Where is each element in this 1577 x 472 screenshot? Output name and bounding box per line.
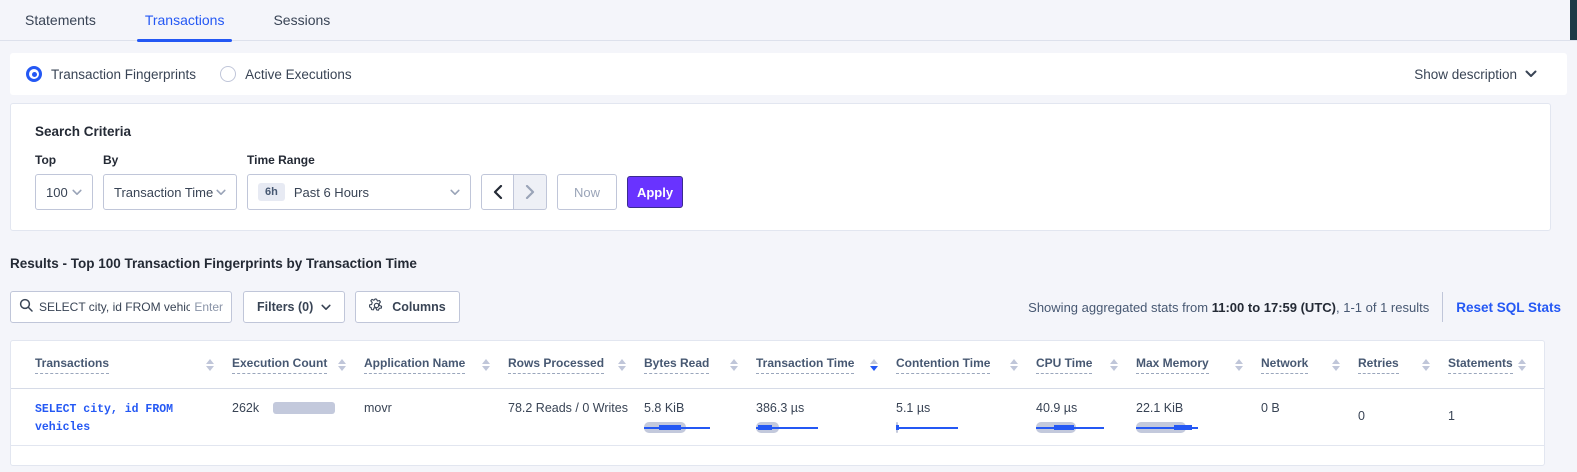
previous-time-window-button[interactable] — [481, 174, 514, 210]
top-label: Top — [35, 153, 57, 167]
view-toggle-band: Transaction Fingerprints Active Executio… — [10, 53, 1567, 95]
filters-button[interactable]: Filters (0) — [243, 291, 346, 323]
by-value: Transaction Time — [114, 184, 214, 200]
transaction-time-bar — [756, 422, 896, 434]
time-range-select[interactable]: 6h Past 6 Hours — [247, 174, 471, 210]
apply-button[interactable]: Apply — [627, 176, 683, 208]
search-input[interactable] — [39, 300, 191, 314]
divider — [1442, 292, 1444, 322]
table-header-row: Transactions Execution Count Application… — [11, 341, 1544, 389]
sort-icon[interactable] — [1422, 358, 1430, 371]
filters-label: Filters (0) — [257, 300, 314, 314]
aggregated-stats-text: Showing aggregated stats from 11:00 to 1… — [1028, 299, 1430, 315]
sort-icon[interactable] — [618, 358, 626, 371]
column-header-application-name[interactable]: Application Name — [364, 356, 508, 374]
execution-count-bar — [273, 402, 336, 414]
column-header-max-memory[interactable]: Max Memory — [1136, 356, 1261, 374]
column-header-retries[interactable]: Retries — [1358, 356, 1448, 374]
search-icon — [19, 298, 33, 317]
chevron-down-icon — [1525, 70, 1537, 78]
sort-icon[interactable] — [338, 358, 346, 371]
show-description-label: Show description — [1414, 66, 1517, 82]
tab-sessions[interactable]: Sessions — [273, 11, 331, 28]
sort-icon[interactable] — [1010, 358, 1018, 371]
show-description-toggle[interactable]: Show description — [1414, 67, 1537, 82]
column-header-rows-processed[interactable]: Rows Processed — [508, 356, 644, 374]
transaction-fingerprint-link[interactable]: SELECT city, id FROM vehicles — [35, 403, 174, 434]
network-value: 0 B — [1261, 401, 1280, 415]
column-header-bytes-read[interactable]: Bytes Read — [644, 356, 756, 374]
column-header-statements[interactable]: Statements — [1448, 356, 1544, 374]
time-range-label: Time Range — [247, 153, 315, 167]
search-criteria-title: Search Criteria — [35, 124, 132, 139]
max-memory-bar — [1136, 422, 1261, 434]
application-name-value: movr — [364, 401, 392, 415]
tab-transactions[interactable]: Transactions — [136, 0, 233, 42]
column-header-transaction-time[interactable]: Transaction Time — [756, 356, 896, 374]
tab-statements[interactable]: Statements — [25, 11, 96, 28]
execution-count-value: 262k — [232, 401, 260, 415]
radio-label: Transaction Fingerprints — [51, 66, 197, 82]
time-window-nav — [481, 174, 547, 210]
column-header-transactions[interactable]: Transactions — [35, 356, 232, 374]
radio-transaction-fingerprints[interactable]: Transaction Fingerprints — [26, 66, 196, 82]
top-select[interactable]: 100 — [35, 174, 93, 210]
column-header-contention-time[interactable]: Contention Time — [896, 356, 1036, 374]
top-field: Top 100 — [35, 153, 93, 210]
transactions-table-card: Transactions Execution Count Application… — [10, 340, 1545, 466]
radio-label: Active Executions — [245, 66, 352, 82]
retries-value: 0 — [1358, 409, 1365, 423]
results-toolbar: Enter Filters (0) Columns Showing aggreg… — [10, 291, 1567, 323]
column-header-network[interactable]: Network — [1261, 356, 1358, 374]
by-label: By — [103, 153, 119, 167]
radio-selected-icon[interactable] — [26, 66, 42, 82]
reset-sql-stats-link[interactable]: Reset SQL Stats — [1456, 299, 1561, 315]
enter-hint: Enter — [194, 300, 223, 314]
sort-icon[interactable] — [1235, 358, 1243, 371]
by-field: By Transaction Time — [103, 153, 237, 210]
time-range-value: Past 6 Hours — [293, 184, 369, 200]
radio-unselected-icon[interactable] — [220, 66, 237, 82]
cpu-time-bar — [1036, 422, 1136, 434]
gear-icon — [368, 298, 384, 316]
stats-range: 11:00 to 17:59 (UTC) — [1211, 299, 1336, 315]
top-value: 100 — [46, 184, 68, 200]
next-time-window-button[interactable] — [514, 174, 547, 210]
sort-icon[interactable] — [730, 358, 738, 371]
time-range-field: Time Range 6h Past 6 Hours — [247, 153, 471, 210]
chevron-down-icon — [450, 189, 460, 196]
search-box[interactable]: Enter — [10, 291, 232, 323]
now-button[interactable]: Now — [557, 174, 617, 210]
sort-icon[interactable] — [870, 358, 878, 371]
scrollbar-thumb[interactable] — [1570, 0, 1577, 40]
sort-icon[interactable] — [1332, 358, 1340, 371]
results-heading: Results - Top 100 Transaction Fingerprin… — [10, 256, 417, 271]
table-row[interactable]: SELECT city, id FROM vehicles 262k movr … — [11, 389, 1544, 446]
sort-icon[interactable] — [1518, 358, 1526, 371]
rows-processed-value: 78.2 Reads / 0 Writes — [508, 401, 628, 415]
by-select[interactable]: Transaction Time — [103, 174, 237, 210]
cpu-time-value: 40.9 µs — [1036, 401, 1078, 415]
radio-active-executions[interactable]: Active Executions — [220, 66, 352, 82]
chevron-down-icon — [321, 300, 331, 314]
columns-label: Columns — [392, 300, 446, 314]
chevron-down-icon — [216, 189, 226, 196]
bytes-read-bar — [644, 422, 756, 434]
time-range-badge: 6h — [258, 183, 285, 201]
statements-value: 1 — [1448, 409, 1455, 423]
page-tabs: Statements Transactions Sessions — [0, 0, 1577, 42]
sort-icon[interactable] — [1110, 358, 1118, 371]
max-memory-value: 22.1 KiB — [1136, 401, 1184, 415]
chevron-down-icon — [72, 189, 82, 196]
contention-time-bar — [896, 422, 1036, 434]
column-header-execution-count[interactable]: Execution Count — [232, 356, 364, 374]
bytes-read-value: 5.8 KiB — [644, 401, 685, 415]
transaction-time-value: 386.3 µs — [756, 401, 805, 415]
search-criteria-card: Search Criteria Top 100 By Transaction T… — [10, 103, 1551, 231]
contention-time-value: 5.1 µs — [896, 401, 931, 415]
sort-icon[interactable] — [206, 358, 214, 371]
columns-button[interactable]: Columns — [355, 291, 460, 323]
column-header-cpu-time[interactable]: CPU Time — [1036, 356, 1136, 374]
sort-icon[interactable] — [482, 358, 490, 371]
